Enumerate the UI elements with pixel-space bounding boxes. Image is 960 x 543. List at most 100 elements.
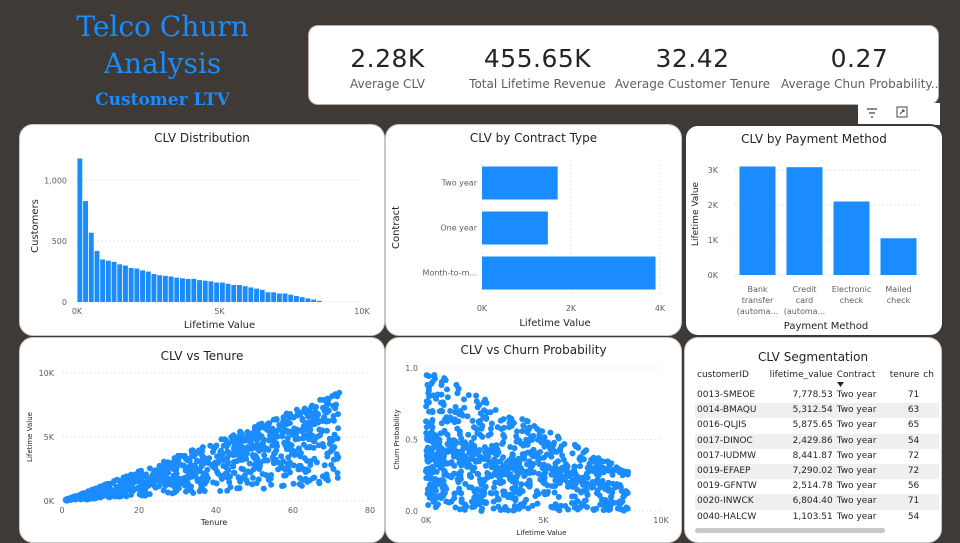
table-row[interactable]: 0014-BMAQU 5,312.54 Two year 63 (695, 403, 939, 419)
scatter-point (590, 483, 597, 490)
scatter-point (569, 450, 576, 457)
kpi-label: Average Chun Probability... (781, 77, 938, 91)
scatter-point (477, 495, 484, 502)
column-header[interactable]: lifetime_value (769, 370, 833, 380)
scatter-point (434, 438, 441, 445)
table-row[interactable]: 0017-IUDMW 8,441.87 Two year 72 (695, 449, 939, 464)
scatter-point (235, 442, 242, 449)
scatter-point (573, 472, 580, 479)
table-row[interactable]: 0019-EFAEP 7,290.02 Two year 72 (695, 463, 939, 480)
clv-by-payment-panel[interactable]: CLV by Payment Method 0K 1K 2K 3K Bank transf… (684, 124, 944, 337)
scatter-point (256, 432, 263, 439)
column-header[interactable]: Contract (836, 370, 876, 380)
x-tick-label: 2K (566, 304, 577, 313)
y-tick-label: 3K (708, 166, 719, 175)
scatter-point (323, 427, 330, 434)
chart-title: CLV by Contract Type (469, 131, 598, 145)
scatter-point (247, 469, 254, 476)
scatter-point (214, 468, 221, 475)
histogram-bar (219, 282, 225, 302)
scatter-point (517, 440, 524, 447)
column-header[interactable]: customerID (697, 370, 749, 380)
scatter-point (465, 431, 472, 438)
scatter-point (477, 453, 484, 460)
scatter-point (503, 459, 510, 466)
scatter-point (164, 475, 171, 482)
scatter-point (477, 476, 484, 483)
scatter-point (224, 448, 231, 455)
clv-vs-tenure-panel[interactable]: CLV vs Tenure 0K 5K 10K 0 20 40 60 80 Tenure Life… (19, 337, 385, 543)
clv-segmentation-panel[interactable]: CLV Segmentation customerID lifetime_val… (684, 337, 942, 543)
table-cell: 7,290.02 (792, 465, 833, 476)
scatter-point (173, 470, 180, 477)
table-row[interactable]: 0016-QLJIS 5,875.65 Two year 65 (695, 418, 939, 433)
scatter-point (466, 471, 473, 478)
table-row[interactable]: 0020-INWCK 6,804.40 Two year 71 (695, 494, 939, 510)
scatter-point (248, 435, 255, 442)
scatter-point (584, 474, 591, 481)
scatter-point (429, 469, 436, 476)
table-cell: 6,804.40 (792, 496, 833, 507)
scatter-point (443, 485, 450, 492)
scatter-point (484, 409, 491, 416)
scatter-point (224, 487, 231, 494)
scatter-point (520, 452, 527, 459)
scatter-point (190, 467, 197, 474)
table-cell: 54 (907, 435, 920, 446)
scatter-point (432, 496, 439, 503)
scatter-point (132, 478, 139, 485)
scatter-point (235, 474, 242, 481)
scatter-point (457, 476, 464, 483)
table-row[interactable]: 0040-HALCW 1,103.51 Two year 54 (695, 510, 939, 525)
filter-icon[interactable] (861, 105, 883, 125)
sort-descending-icon[interactable] (837, 382, 845, 388)
scatter-point (260, 485, 267, 492)
histogram-bar (282, 293, 288, 302)
scatter-point (512, 467, 519, 474)
scatter-point (142, 492, 149, 499)
scatter-point (490, 498, 497, 505)
scatter-point (471, 434, 478, 441)
clv-by-contract-panel[interactable]: CLV by Contract Type 0K 2K 4K Two year One y… (385, 124, 682, 336)
scatter-point (296, 475, 303, 482)
table-row[interactable]: 0017-DINOC 2,429.86 Two year 54 (695, 433, 939, 449)
scatter-point (469, 467, 476, 474)
x-axis-label: Lifetime Value (184, 320, 255, 331)
table-row[interactable]: 0013-SMEOE 7,778.53 Two year 71 (695, 388, 939, 403)
scatter-point (492, 479, 499, 486)
scatter-point (506, 414, 513, 421)
y-tick-label: Month-to-m... (423, 269, 477, 278)
scatter-point (256, 447, 263, 454)
table-cell: Two year (836, 465, 877, 476)
table-row[interactable]: 0019-GFNTW 2,514.78 Two year 56 (695, 479, 939, 494)
scatter-point (320, 443, 327, 450)
table-cell: 72 (907, 450, 920, 461)
column-header[interactable]: ch (923, 370, 934, 380)
focus-mode-icon[interactable] (891, 105, 913, 125)
x-axis-label: Lifetime Value (517, 529, 567, 537)
scatter-point (453, 381, 460, 388)
scatter-point (280, 414, 287, 421)
x-tick-label: 4K (655, 304, 666, 313)
scatter-point (571, 467, 578, 474)
column-header[interactable]: tenure (889, 370, 920, 380)
scatter-point (478, 507, 485, 514)
scatter-point (246, 460, 253, 467)
clv-vs-churn-panel[interactable]: CLV vs Churn Probability 0.0 0.5 1.0 0K 5K 10… (385, 337, 682, 543)
scatter-point (575, 444, 582, 451)
scatter-point (234, 458, 241, 465)
scatter-point (618, 487, 625, 494)
kpi-card[interactable]: 2.28K Average CLV 455.65K Total Lifetime… (308, 25, 939, 105)
clv-distribution-panel[interactable]: CLV Distribution 0 500 1,000 0K 5K 10K Lifetim… (19, 124, 385, 336)
scatter-point (101, 488, 108, 495)
scatter-point (134, 484, 141, 491)
scatter-point (441, 467, 448, 474)
scatter-point (142, 473, 149, 480)
payment-bar (833, 201, 870, 275)
horizontal-scrollbar[interactable] (695, 528, 885, 533)
y-axis-label: Customers (30, 199, 41, 253)
x-tick-label: card (796, 296, 814, 305)
scatter-point (581, 497, 588, 504)
scatter-point (447, 407, 454, 414)
scatter-point (510, 419, 517, 426)
